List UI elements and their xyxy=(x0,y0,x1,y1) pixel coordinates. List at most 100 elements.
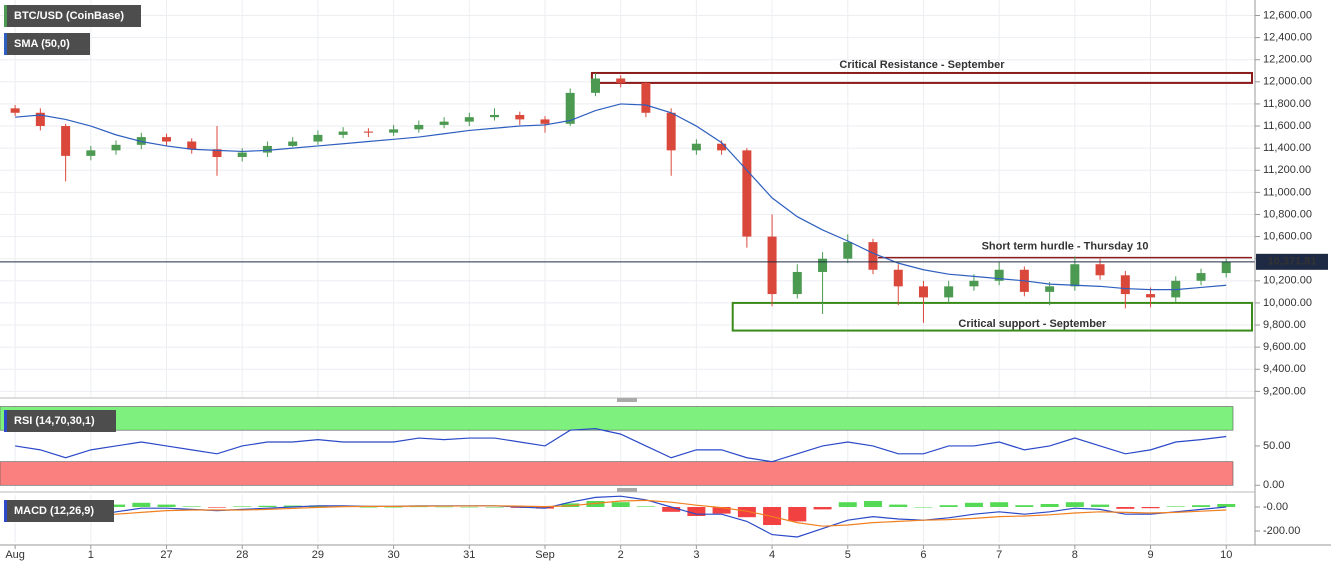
x-tick-label: 3 xyxy=(693,549,699,561)
candle-body xyxy=(893,269,903,287)
candle-body xyxy=(641,82,651,113)
histogram-bar xyxy=(233,506,252,507)
candle-body xyxy=(1196,273,1206,281)
x-tick-label: 31 xyxy=(463,549,475,561)
y-tick-label: 10,800.00 xyxy=(1263,208,1312,220)
histogram-bar xyxy=(788,507,807,522)
candle-body xyxy=(717,143,727,151)
series-line xyxy=(15,428,1227,463)
legend-title: MACD (12,26,9) xyxy=(14,505,94,517)
candle-body xyxy=(10,108,20,113)
x-tick-label: 5 xyxy=(845,549,851,561)
candle-body xyxy=(540,119,550,124)
y-tick-label: 12,600.00 xyxy=(1263,9,1312,21)
y-tick-label: 11,400.00 xyxy=(1263,142,1311,154)
legend-strip xyxy=(4,33,7,55)
histogram-bar xyxy=(1015,505,1034,507)
y-tick-label: 9,200.00 xyxy=(1263,385,1306,397)
candle-body xyxy=(691,143,701,151)
y-tick-label: 10,600.00 xyxy=(1263,230,1312,242)
band xyxy=(0,461,1234,486)
candle-body xyxy=(1095,264,1105,276)
legend-title: RSI (14,70,30,1) xyxy=(14,415,95,427)
legend-bg xyxy=(4,33,90,55)
x-tick-label: 4 xyxy=(769,549,775,561)
histogram-bar xyxy=(914,507,933,508)
price-tag xyxy=(1256,253,1328,270)
pane-handle[interactable] xyxy=(617,398,637,402)
x-tick-label: 8 xyxy=(1072,549,1078,561)
y-tick-label: 0.00 xyxy=(1263,479,1284,491)
histogram-bar xyxy=(838,502,857,507)
zone-box xyxy=(731,301,1253,332)
x-tick-label: 2 xyxy=(618,549,624,561)
histogram-bar xyxy=(157,504,176,507)
zone-box xyxy=(590,71,1253,84)
y-tick-label: 10,200.00 xyxy=(1263,275,1312,287)
candle-body xyxy=(35,112,45,127)
y-tick-label: 9,600.00 xyxy=(1263,341,1306,353)
legend-box: BTC/USD (CoinBase) SMA (50,0) RSI (14,70… xyxy=(4,5,141,522)
band xyxy=(0,406,1234,431)
histogram-bar xyxy=(611,502,630,507)
legend-title: BTC/USD (CoinBase) xyxy=(14,10,124,22)
candle-body xyxy=(187,141,197,150)
histogram-bar xyxy=(283,505,302,507)
histogram-bar xyxy=(1166,506,1185,507)
candle-body xyxy=(338,131,348,135)
candle-body xyxy=(490,114,500,118)
histogram-bar xyxy=(636,506,655,507)
candle-body xyxy=(565,92,575,124)
annotation-label: Critical support - September xyxy=(958,318,1107,330)
candle-body xyxy=(818,258,828,272)
x-tick-label: Sep xyxy=(535,549,555,561)
candle-body xyxy=(288,141,298,146)
candle-body xyxy=(843,242,853,259)
candle-body xyxy=(389,129,399,133)
histogram-bar xyxy=(107,504,126,507)
candle-body xyxy=(969,280,979,287)
legend-strip xyxy=(4,5,7,27)
x-tick-label: 29 xyxy=(312,549,324,561)
legend-bg xyxy=(4,5,141,27)
candle-body xyxy=(515,114,525,120)
histogram-bar xyxy=(712,507,731,514)
histogram-bar xyxy=(384,507,403,508)
plot: Critical Resistance - September Short ter… xyxy=(0,59,1255,538)
legend-entry: SMA (50,0) xyxy=(14,38,70,50)
candle-body xyxy=(944,286,954,298)
histogram-bar xyxy=(485,507,504,508)
candle-body xyxy=(414,124,424,130)
candle-body xyxy=(1070,264,1080,287)
candle-body xyxy=(868,242,878,270)
annotation-label: Critical Resistance - September xyxy=(839,59,1005,71)
histogram-bar xyxy=(662,507,681,512)
candle-body xyxy=(162,137,172,142)
candle-body xyxy=(1221,262,1231,274)
histogram-bar xyxy=(737,507,756,518)
price-tag-label: 10,371.81 xyxy=(1268,256,1317,268)
pane-handle[interactable] xyxy=(617,488,637,492)
candle-body xyxy=(313,134,323,142)
legend-strip xyxy=(4,410,7,432)
x-tick-label: 1 xyxy=(88,549,94,561)
histogram-bar xyxy=(813,507,832,510)
x-tick-label: 30 xyxy=(387,549,399,561)
candle-body xyxy=(792,271,802,295)
y-tick-label: 9,400.00 xyxy=(1263,363,1306,375)
candle-body xyxy=(464,117,474,122)
candle-body xyxy=(1146,294,1156,298)
x-tick-label: 27 xyxy=(160,549,172,561)
histogram-bar xyxy=(687,507,706,516)
candle-body xyxy=(1045,286,1055,292)
histogram-bar xyxy=(1141,507,1160,509)
y-tick-label: 11,600.00 xyxy=(1263,120,1311,132)
y-tick-label: 11,200.00 xyxy=(1263,164,1311,176)
histogram-bar xyxy=(990,502,1009,507)
series-line xyxy=(15,499,1227,527)
candle-body xyxy=(767,236,777,295)
histogram-bar xyxy=(1192,505,1211,507)
histogram-bar xyxy=(132,502,151,507)
candle-body xyxy=(111,144,121,151)
